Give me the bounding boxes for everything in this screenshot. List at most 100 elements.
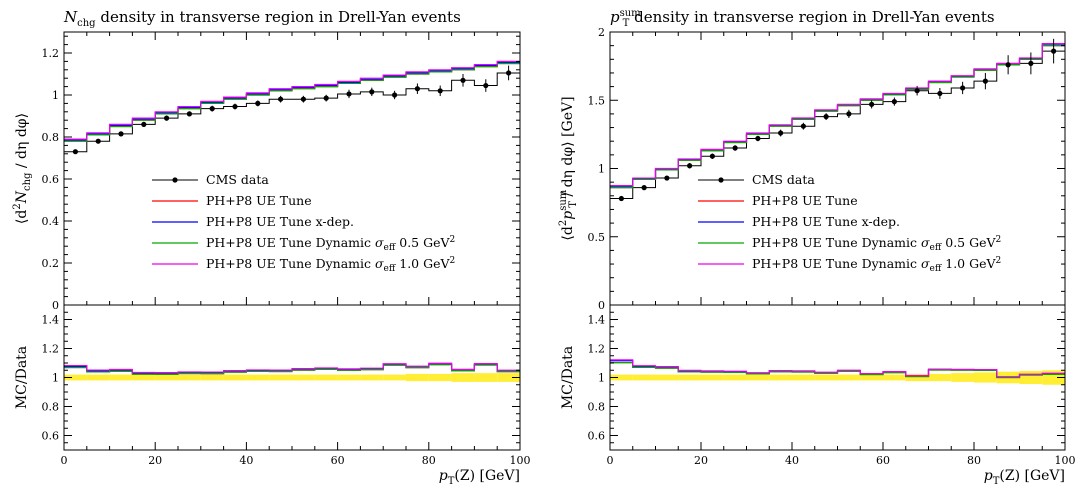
ratio-series-line-4 [610, 359, 1065, 378]
ratio-band-bin [223, 374, 247, 381]
ratio-band [64, 373, 520, 382]
ratio-band-bin [383, 374, 406, 381]
data-point [891, 99, 897, 105]
legend: CMS data PH+P8 UE Tune PH+P8 UE Tune x-dep… [698, 172, 1001, 274]
x-tick-label: 60 [331, 454, 345, 467]
data-point [483, 82, 489, 89]
data-point [732, 145, 738, 151]
ratio-band-bin [610, 374, 633, 381]
data-point [369, 89, 375, 95]
x-tick-label: 100 [510, 454, 531, 467]
x-tick-label: 40 [785, 454, 799, 467]
data-point [255, 100, 261, 106]
x-axis: 0 20 40 60 80 100 [61, 32, 531, 467]
ratio-band-bin [86, 374, 110, 381]
ratio-band-bin [974, 372, 997, 383]
y-tick-label: 1 [598, 163, 605, 176]
ratio-band-bin [632, 374, 656, 381]
data-point [709, 153, 715, 159]
ratio-band-bin [928, 373, 952, 382]
ratio-band-bin [292, 374, 315, 381]
data-point [95, 138, 101, 144]
data-point [960, 85, 966, 91]
ratio-tick-label: 1 [598, 372, 605, 385]
ratio-axis-label: MC/Data [14, 346, 30, 409]
ratio-band-bin [314, 374, 338, 381]
x-tick-label: 60 [876, 454, 890, 467]
y-tick-label: 1 [52, 89, 59, 102]
ratio-band-bin [837, 374, 861, 381]
y-axis-label: ⟨d2Nchg / dη dφ⟩ [12, 113, 33, 224]
ratio-band-bin [132, 374, 156, 381]
ratio-band-bin [655, 374, 679, 381]
ratio-band-bin [178, 374, 201, 381]
ratio-band-bin [905, 373, 929, 382]
y-tick-label: 0 [52, 299, 59, 312]
data-point [118, 131, 124, 137]
legend-label: PH+P8 UE Tune Dynamic σeff 1.0 GeV2 [206, 256, 455, 274]
ratio-band-bin [109, 374, 133, 381]
ratio-tick-label: 0.6 [588, 430, 606, 443]
legend-label: PH+P8 UE Tune Dynamic σeff 0.5 GeV2 [752, 235, 1001, 253]
ratio-tick-label: 1 [52, 372, 59, 385]
ratio-band-bin [497, 373, 520, 382]
y-axis-main: 0 0.5 1 1.5 2 [588, 26, 1065, 312]
data-point [823, 114, 829, 120]
ratio-tick-label: 1.2 [588, 343, 606, 356]
x-tick-label: 20 [148, 454, 162, 467]
data-point [982, 78, 988, 84]
data-point [869, 101, 875, 107]
data-point [914, 88, 920, 94]
ratio-band-bin [200, 374, 224, 381]
legend-data-marker [718, 177, 724, 183]
x-tick-label: 0 [61, 454, 68, 467]
chart-panel-1: 0 0.2 0.4 0.6 0.8 1 1.2 0.6 0.8 1 1.2 1.4 0 20 40 60 80 1… [12, 8, 531, 487]
data-point [414, 86, 420, 92]
data-point [778, 130, 784, 136]
x-axis: 0 20 40 60 80 100 [607, 32, 1076, 467]
data-point [1051, 48, 1057, 54]
y-tick-label: 1.5 [588, 94, 606, 107]
chart-title: psum T density in transverse region in Dr… [610, 8, 995, 29]
data-point [346, 91, 352, 97]
ratio-band-bin [1019, 370, 1043, 385]
ratio-band-bin [860, 374, 883, 381]
ratio-tick-label: 1.4 [42, 314, 60, 327]
ratio-band-bin [883, 374, 906, 381]
data-point [72, 149, 78, 155]
ratio-band-bin [474, 373, 498, 382]
legend-label: PH+P8 UE Tune Dynamic σeff 0.5 GeV2 [206, 235, 455, 253]
ratio-band-bin [701, 374, 724, 381]
data-point [209, 106, 215, 112]
series-line-4 [64, 60, 520, 140]
data-point [392, 92, 398, 98]
ratio-band-bin [337, 374, 361, 381]
chart-title: Nchg density in transverse region in Dre… [63, 8, 461, 29]
y-tick-label: 2 [598, 26, 605, 39]
y-axis-label: ⟨d2psumT / dη dφ⟩ [GeV] [558, 96, 579, 240]
y-tick-label: 0.2 [42, 257, 60, 270]
x-tick-label: 20 [694, 454, 708, 467]
x-axis-label: pT(Z) [GeV] [439, 468, 520, 487]
data-histogram-line [64, 72, 520, 153]
data-point [186, 111, 192, 117]
legend-label: PH+P8 UE Tune x-dep. [752, 214, 900, 229]
ratio-band-bin [246, 374, 270, 381]
legend-label: PH+P8 UE Tune x-dep. [206, 214, 354, 229]
y-tick-label: 0.4 [42, 215, 60, 228]
data-point [164, 115, 170, 121]
data-point [846, 111, 852, 117]
ratio-band-bin [792, 374, 815, 381]
ratio-band-bin [155, 374, 178, 381]
data-point [460, 77, 466, 83]
legend-label: PH+P8 UE Tune [206, 193, 312, 208]
ratio-band-bin [678, 374, 701, 381]
data-point [641, 185, 647, 191]
legend-data-marker [172, 177, 178, 183]
y-tick-label: 0 [598, 299, 605, 312]
y-tick-label: 1.2 [42, 47, 60, 60]
ratio-band-bin [814, 374, 838, 381]
data-point [232, 103, 238, 110]
ratio-series-line-3 [64, 364, 520, 375]
ratio-band-bin [360, 374, 384, 381]
